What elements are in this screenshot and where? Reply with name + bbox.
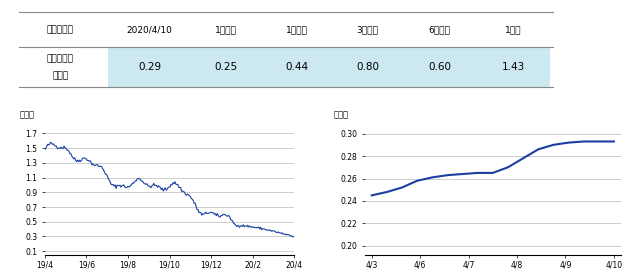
Text: 豪３年国債: 豪３年国債 — [47, 54, 74, 63]
Bar — [108, 47, 550, 87]
Text: （％）: （％） — [20, 111, 35, 119]
Text: 単位（％）: 単位（％） — [47, 25, 74, 34]
Text: 1.43: 1.43 — [502, 62, 525, 72]
Text: 0.29: 0.29 — [138, 62, 161, 72]
Text: 3年国債利回りの推移（過去１年）: 3年国債利回りの推移（過去１年） — [107, 102, 207, 112]
Text: 利回り: 利回り — [52, 71, 68, 80]
Text: 0.25: 0.25 — [215, 62, 238, 72]
Text: 3ヵ月前: 3ヵ月前 — [356, 25, 378, 34]
Text: 6ヵ月前: 6ヵ月前 — [429, 25, 451, 34]
Text: 1年前: 1年前 — [506, 25, 522, 34]
Text: 2020/4/10: 2020/4/10 — [127, 25, 172, 34]
Text: 0.44: 0.44 — [285, 62, 308, 72]
Text: （％）: （％） — [334, 111, 349, 119]
Text: 0.80: 0.80 — [356, 62, 379, 72]
Text: 0.60: 0.60 — [428, 62, 451, 72]
Text: 1週間前: 1週間前 — [216, 25, 237, 34]
Text: 1ヵ月前: 1ヵ月前 — [286, 25, 308, 34]
Text: 3年国債利回りの推移（過去1週間）: 3年国債利回りの推移（過去1週間） — [429, 102, 537, 112]
